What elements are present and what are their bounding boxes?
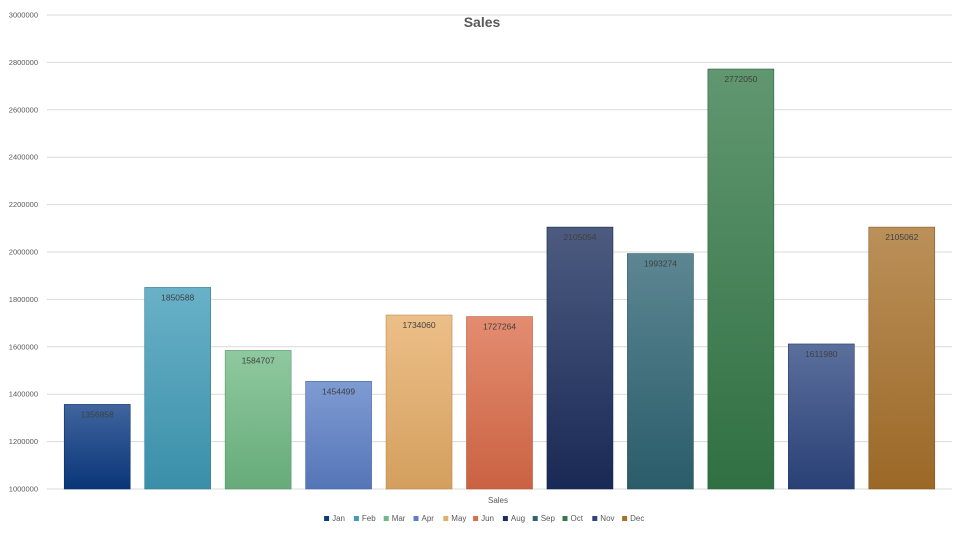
y-tick-label: 1000000 [9,485,38,494]
legend-swatch-feb [353,516,359,521]
data-label-jan: 1356858 [81,409,114,419]
legend-swatch-mar [383,516,389,521]
legend-label-mar: Mar [392,514,406,523]
bar-jan [63,404,131,490]
bar-jun [466,316,533,490]
legend-label-nov: Nov [600,514,614,523]
legend-swatch-may [443,516,449,521]
bars [63,68,936,490]
legend-label-may: May [451,514,466,523]
legend-swatch-aug [502,516,508,521]
y-tick-label: 2000000 [9,248,38,257]
legend-label-apr: Apr [422,514,435,523]
data-label-may: 1734060 [402,320,435,330]
y-tick-label: 1200000 [9,437,38,446]
legend-swatch-jun [473,516,479,521]
data-label-sep: 1993274 [644,259,677,269]
legend-label-aug: Aug [511,514,525,523]
y-tick-label: 1800000 [9,295,38,304]
data-label-oct: 2772050 [724,74,757,84]
legend-swatch-sep [532,516,538,521]
data-label-jun: 1727264 [483,322,516,332]
legend-swatch-nov [592,516,598,521]
legend-label-dec: Dec [630,514,644,523]
data-label-nov: 1611980 [805,349,838,359]
y-tick-label: 2200000 [9,200,38,209]
legend-swatch-jan [324,516,330,521]
y-tick-label: 2600000 [9,105,38,114]
bar-sep [627,253,694,490]
y-tick-label: 2800000 [9,58,38,67]
bar-oct [707,68,775,490]
bar-feb [144,287,211,490]
y-tick-label: 1400000 [9,390,38,399]
legend-label-jan: Jan [332,514,345,523]
data-label-dec: 2105062 [885,232,918,242]
data-label-aug: 2105054 [563,232,596,242]
legend-swatch-apr [413,516,419,521]
y-tick-label: 1600000 [9,342,38,351]
bar-nov [788,343,855,490]
chart-title: Sales [464,14,501,30]
legend-label-jun: Jun [481,514,494,523]
data-label-mar: 1584707 [242,355,275,365]
legend-label-feb: Feb [362,514,376,523]
legend-label-sep: Sep [541,514,556,523]
bar-may [385,314,453,490]
data-labels: 1356858 1850588 1584707 1454499 1734060 17272… [81,74,919,419]
y-tick-label: 2400000 [9,153,38,162]
data-label-feb: 1850588 [161,292,194,302]
bar-apr [305,380,372,490]
bar-dec [868,226,936,490]
y-axis-ticks: 1000000 1200000 1400000 1600000 1800000 20000… [9,11,38,494]
legend-swatch-oct [562,516,568,521]
bar-mar [224,350,292,490]
legend: Jan Feb Mar Apr May Jun Aug Sep Oct Nov Dec [324,514,644,523]
x-axis-title: Sales [488,496,508,505]
data-label-apr: 1454499 [322,386,355,396]
legend-label-oct: Oct [571,514,584,523]
bar-aug [546,226,614,490]
legend-swatch-dec [622,516,628,521]
y-tick-label: 3000000 [9,11,38,20]
